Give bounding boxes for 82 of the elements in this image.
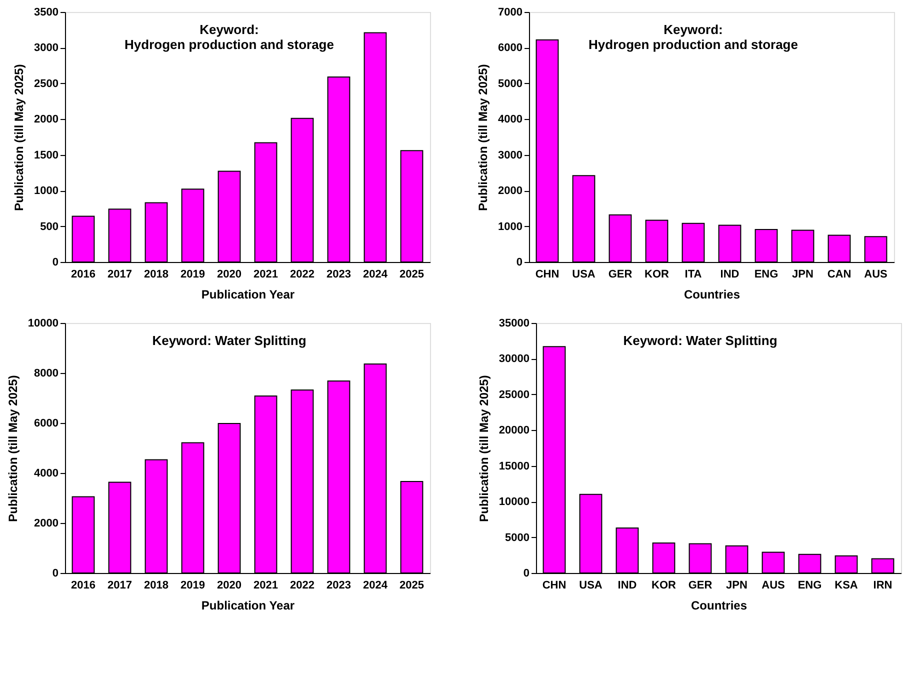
y-tick-label: 4000 — [498, 114, 522, 126]
text: Keyword: Water Splitting — [623, 333, 778, 348]
x-tick-label: 2017 — [108, 268, 132, 280]
x-axis-title: Countries — [690, 598, 748, 612]
x-tick-label: IND — [618, 580, 637, 592]
x-tick-label: ITA — [684, 268, 702, 280]
x-tick-label: CHN — [542, 580, 566, 592]
x-tick-label: 2019 — [180, 268, 205, 280]
y-axis-title: Publication (till May 2025) — [12, 64, 26, 211]
y-tick-label: 5000 — [505, 532, 530, 544]
x-tick-label: 2018 — [144, 268, 168, 280]
x-tick-label: 2020 — [217, 580, 242, 592]
y-tick-label: 2500 — [34, 78, 58, 90]
y-tick-label: 2000 — [34, 518, 58, 530]
y-axis-title: Publication (till May 2025) — [476, 375, 491, 522]
text: Keyword: Water Splitting — [152, 333, 306, 348]
x-tick-label: 2019 — [180, 580, 205, 592]
x-tick-label: JPN — [726, 580, 748, 592]
y-axis-title: Publication (till May 2025) — [6, 375, 20, 522]
y-tick-label: 5000 — [498, 78, 522, 90]
y-tick-label: 35000 — [498, 318, 530, 330]
x-tick-label: 2016 — [71, 580, 96, 592]
y-tick-label: 500 — [40, 220, 58, 233]
x-tick-label: KOR — [652, 580, 676, 592]
y-tick-label: 1000 — [498, 220, 522, 233]
y-tick-label: 3000 — [34, 42, 58, 54]
y-tick-label: 6000 — [34, 418, 58, 430]
x-tick-label: JPN — [792, 268, 814, 280]
text: Keyword: Hydrogen production and storage — [124, 22, 334, 52]
x-axis-title: Countries — [684, 288, 740, 302]
y-tick-label: 0 — [516, 256, 522, 268]
y-tick-label: 25000 — [498, 388, 530, 401]
y-axis-title: Publication (till May 2025) — [476, 64, 490, 211]
y-tick-label: 3500 — [34, 6, 58, 18]
text: Keyword: Hydrogen production and storage — [588, 22, 798, 52]
y-tick-label: 1000 — [34, 185, 58, 198]
x-tick-label: 2024 — [363, 268, 388, 280]
x-tick-label: IND — [720, 268, 740, 280]
y-tick-label: 10000 — [28, 318, 58, 330]
y-tick-label: 20000 — [498, 424, 530, 437]
x-tick-label: 2017 — [108, 580, 132, 592]
y-tick-label: 0 — [523, 568, 530, 580]
x-tick-label: 2023 — [326, 268, 351, 280]
x-axis-title: Publication Year — [201, 598, 295, 612]
x-tick-label: 2018 — [144, 580, 168, 592]
x-tick-label: 2024 — [363, 580, 388, 592]
x-tick-label: 2021 — [254, 580, 278, 592]
x-tick-label: AUS — [762, 580, 785, 592]
x-tick-label: GER — [688, 580, 712, 592]
y-tick-label: 7000 — [498, 6, 522, 18]
y-tick-label: 15000 — [498, 460, 530, 472]
x-tick-label: USA — [579, 580, 602, 592]
x-tick-label: AUS — [864, 268, 888, 280]
x-tick-label: 2025 — [400, 580, 424, 592]
x-tick-label: 2025 — [400, 268, 424, 280]
y-tick-label: 6000 — [498, 42, 522, 54]
x-tick-label: KOR — [644, 268, 670, 280]
y-tick-label: 2000 — [34, 114, 58, 126]
x-axis-title: Publication Year — [201, 288, 295, 302]
y-tick-label: 0 — [52, 256, 58, 268]
x-tick-label: KSA — [834, 580, 858, 592]
y-tick-label: 30000 — [498, 353, 530, 366]
x-tick-label: 2023 — [326, 580, 351, 592]
x-tick-label: GER — [608, 268, 632, 280]
x-tick-label: 2022 — [290, 268, 314, 280]
x-tick-label: CAN — [827, 268, 852, 280]
x-tick-label: 2022 — [290, 580, 314, 592]
y-tick-label: 10000 — [498, 496, 530, 508]
y-tick-label: 3000 — [498, 149, 522, 162]
x-tick-label: ENG — [754, 268, 778, 280]
y-tick-label: 1500 — [34, 149, 58, 162]
x-tick-label: USA — [572, 268, 596, 280]
x-tick-label: CHN — [535, 268, 560, 280]
y-tick-label: 2000 — [498, 185, 522, 198]
y-tick-label: 4000 — [34, 468, 58, 480]
x-tick-label: 2021 — [254, 268, 278, 280]
x-tick-label: IRN — [873, 580, 892, 592]
x-tick-label: 2020 — [217, 268, 242, 280]
y-tick-label: 0 — [52, 568, 58, 580]
x-tick-label: ENG — [798, 580, 822, 592]
x-tick-label: 2016 — [71, 268, 96, 280]
y-tick-label: 8000 — [34, 368, 58, 380]
